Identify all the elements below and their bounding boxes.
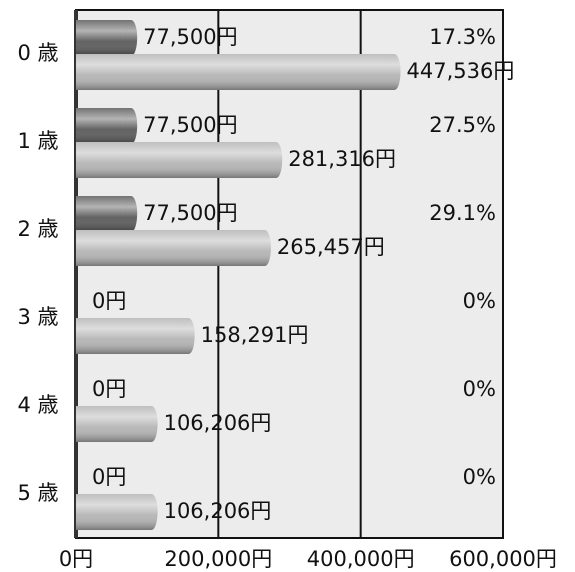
share-label: 0% bbox=[463, 465, 496, 489]
bar-cap-shade bbox=[125, 196, 138, 232]
y-tick-label: 0 歳 bbox=[17, 41, 58, 65]
bar-cap-shade bbox=[388, 54, 401, 90]
x-tick-label: 400,000円 bbox=[307, 547, 415, 571]
bar-shade bbox=[76, 54, 395, 90]
bar-shade bbox=[76, 230, 265, 266]
x-tick-label: 200,000円 bbox=[164, 547, 272, 571]
plot-area bbox=[75, 9, 504, 539]
bar-cap-shade bbox=[145, 406, 158, 442]
bar-cap-shade bbox=[125, 108, 138, 144]
data-label: 77,500円 bbox=[143, 113, 237, 137]
y-tick-label: 5 歳 bbox=[17, 481, 58, 505]
data-label: 158,291円 bbox=[201, 323, 309, 347]
data-label: 281,316円 bbox=[288, 147, 396, 171]
bar-cap-shade bbox=[145, 494, 158, 530]
data-label: 447,536円 bbox=[406, 59, 514, 83]
y-tick-label: 3 歳 bbox=[17, 305, 58, 329]
share-label: 17.3% bbox=[429, 25, 496, 49]
bar-shade bbox=[76, 20, 132, 56]
bar-cap-shade bbox=[270, 142, 283, 178]
data-label: 106,206円 bbox=[164, 499, 272, 523]
y-tick-label: 1 歳 bbox=[17, 129, 58, 153]
data-label: 106,206円 bbox=[164, 411, 272, 435]
data-label: 265,457円 bbox=[277, 235, 385, 259]
bar-cap-shade bbox=[258, 230, 271, 266]
share-label: 27.5% bbox=[429, 113, 496, 137]
data-label: 0円 bbox=[92, 465, 126, 489]
bar-cap-shade bbox=[182, 318, 195, 354]
bar-shade bbox=[76, 142, 277, 178]
bar-shade bbox=[76, 494, 152, 530]
y-tick-label: 2 歳 bbox=[17, 217, 58, 241]
x-tick-label: 0円 bbox=[59, 547, 93, 571]
share-label: 0% bbox=[463, 377, 496, 401]
data-label: 77,500円 bbox=[143, 25, 237, 49]
share-label: 29.1% bbox=[429, 201, 496, 225]
bar-cap-shade bbox=[125, 20, 138, 56]
bar-shade bbox=[76, 318, 189, 354]
data-label: 0円 bbox=[92, 377, 126, 401]
bar-shade bbox=[76, 406, 152, 442]
bar-shade bbox=[76, 196, 132, 232]
data-label: 0円 bbox=[92, 289, 126, 313]
data-label: 77,500円 bbox=[143, 201, 237, 225]
bar-shade bbox=[76, 108, 132, 144]
y-tick-label: 4 歳 bbox=[17, 393, 58, 417]
x-tick-label: 600,000円 bbox=[449, 547, 557, 571]
share-label: 0% bbox=[463, 289, 496, 313]
